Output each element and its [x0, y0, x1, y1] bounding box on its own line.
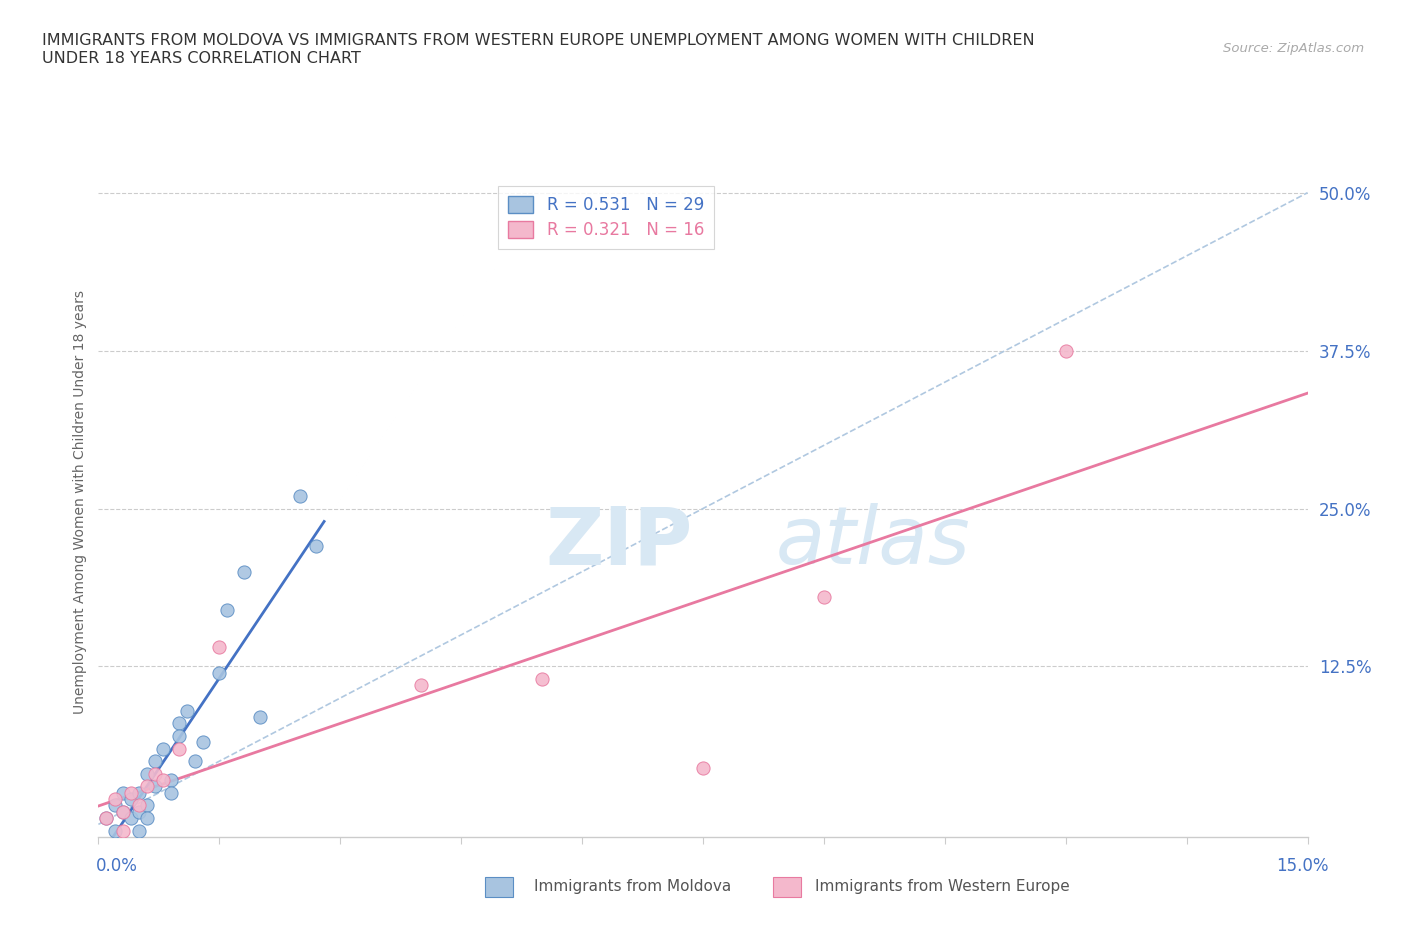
Point	[232, 565, 254, 579]
Point	[135, 779, 157, 794]
Point	[1054, 343, 1077, 358]
Legend: R = 0.531   N = 29, R = 0.321   N = 16: R = 0.531 N = 29, R = 0.321 N = 16	[498, 186, 714, 249]
Point	[96, 811, 118, 826]
Point	[208, 640, 231, 655]
Point	[167, 741, 190, 756]
Point	[135, 811, 157, 826]
Text: Source: ZipAtlas.com: Source: ZipAtlas.com	[1223, 42, 1364, 55]
Point	[208, 665, 231, 680]
Point	[143, 766, 166, 781]
Point	[103, 791, 125, 806]
Point	[167, 716, 190, 731]
Point	[128, 785, 150, 800]
Text: IMMIGRANTS FROM MOLDOVA VS IMMIGRANTS FROM WESTERN EUROPE UNEMPLOYMENT AMONG WOM: IMMIGRANTS FROM MOLDOVA VS IMMIGRANTS FR…	[42, 33, 1035, 47]
Point	[128, 804, 150, 819]
Point	[184, 753, 207, 768]
Point	[176, 703, 198, 718]
Text: 15.0%: 15.0%	[1277, 857, 1329, 875]
Point	[167, 728, 190, 743]
Text: ZIP: ZIP	[546, 503, 693, 581]
Point	[530, 671, 553, 686]
Point	[120, 811, 142, 826]
Point	[409, 678, 432, 693]
Text: Immigrants from Moldova: Immigrants from Moldova	[534, 879, 731, 894]
Y-axis label: Unemployment Among Women with Children Under 18 years: Unemployment Among Women with Children U…	[73, 290, 87, 714]
Point	[111, 804, 134, 819]
Point	[692, 760, 714, 775]
Point	[111, 804, 134, 819]
Point	[152, 773, 174, 788]
Point	[128, 798, 150, 813]
Point	[111, 823, 134, 838]
Point	[120, 791, 142, 806]
Point	[813, 590, 835, 604]
Text: UNDER 18 YEARS CORRELATION CHART: UNDER 18 YEARS CORRELATION CHART	[42, 51, 361, 66]
Point	[96, 811, 118, 826]
Point	[288, 488, 311, 503]
Point	[120, 785, 142, 800]
Text: Immigrants from Western Europe: Immigrants from Western Europe	[815, 879, 1070, 894]
Point	[143, 753, 166, 768]
Point	[135, 798, 157, 813]
Point	[103, 798, 125, 813]
Point	[103, 823, 125, 838]
Point	[160, 785, 183, 800]
Point	[152, 741, 174, 756]
Point	[193, 735, 215, 750]
Point	[111, 785, 134, 800]
Point	[160, 773, 183, 788]
Point	[217, 602, 239, 617]
Point	[135, 766, 157, 781]
Point	[305, 539, 328, 554]
Text: 0.0%: 0.0%	[96, 857, 138, 875]
Point	[249, 710, 271, 724]
Text: atlas: atlas	[776, 503, 970, 581]
Point	[143, 779, 166, 794]
Point	[128, 823, 150, 838]
